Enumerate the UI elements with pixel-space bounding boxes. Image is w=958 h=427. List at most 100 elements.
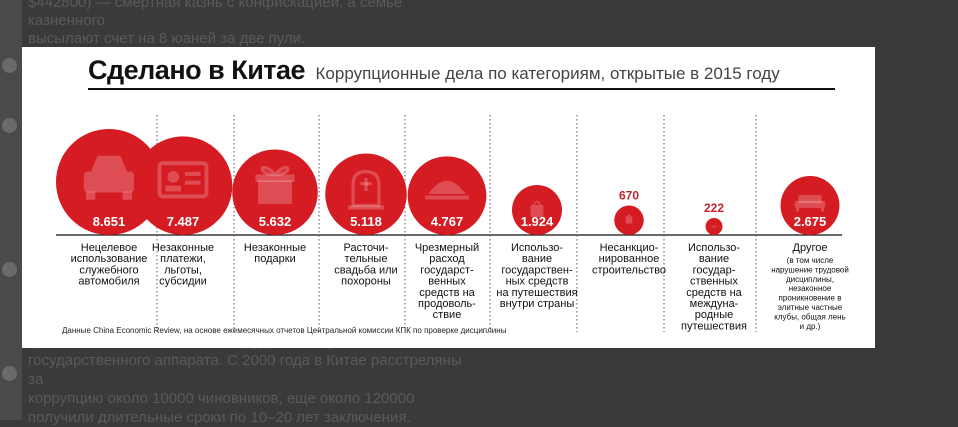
bag-icon <box>530 200 544 217</box>
category-label-line: продоволь- <box>418 298 476 310</box>
category-label: Чрезмерный расход государст-венных средств … <box>415 242 479 321</box>
category-label-line: использование <box>71 253 148 265</box>
icon-shape <box>624 214 634 218</box>
category-label-line: внутри страны <box>500 298 575 310</box>
article-line: высылают счет на 8 юаней за две пули. <box>28 30 306 47</box>
value-label: 4.767 <box>431 214 464 229</box>
icon-shape <box>360 182 372 186</box>
category-group: 7.487 Незаконные платежи, льготы, субсидии <box>133 136 233 288</box>
sofa-icon <box>794 194 826 212</box>
category-label-line: подарки <box>254 253 295 265</box>
category-label: Нецелевое использование служебного автомоби… <box>71 242 148 288</box>
category-label-line: нированное <box>599 253 660 265</box>
gift-icon <box>255 165 295 205</box>
category-sublabel-line: элитные частные <box>778 303 843 312</box>
icon-shape <box>795 207 799 212</box>
category-label-line: на путешествия <box>496 287 577 299</box>
category-label: Использо-вание государствен-ных средств на… <box>496 242 577 310</box>
category-label-line: междуна- <box>690 298 739 310</box>
category-label-line: Использо- <box>511 242 563 254</box>
category-sublabel: (в том числе нарушение трудовой дисциплины… <box>771 256 849 331</box>
category-sublabel-line: незаконное <box>789 284 832 293</box>
right-background <box>874 0 958 420</box>
category-label-line: Незаконные <box>152 242 214 254</box>
icon-shape <box>821 207 825 212</box>
category-sublabel-line: клубы, общая лень <box>774 312 845 321</box>
icon-shape <box>184 180 201 185</box>
value-label: 7.487 <box>167 214 200 229</box>
icon-shape <box>794 200 826 208</box>
category-circle <box>133 136 233 235</box>
category-group: 222 Использо-вание государ-ственных средств… <box>681 201 747 332</box>
category-circle <box>407 156 487 235</box>
icon-shape <box>165 185 182 192</box>
category-label-line: Несанкцио- <box>600 242 659 254</box>
icon-shape <box>625 217 633 224</box>
sidebar-icon[interactable] <box>2 262 17 277</box>
left-sidebar <box>0 0 22 420</box>
value-label: 5.632 <box>259 214 292 229</box>
category-circle <box>705 218 723 236</box>
plane-icon <box>711 224 717 229</box>
bubble-chart: 8.651 Нецелевое использование служебного авт… <box>56 115 849 332</box>
sidebar-icon[interactable] <box>2 366 17 381</box>
icon-shape <box>122 191 133 200</box>
car-icon <box>83 155 135 200</box>
icon-shape <box>530 205 544 217</box>
category-label: Незаконные подарки <box>244 242 306 265</box>
food-icon <box>425 180 469 200</box>
infographic-subtitle: Коррупционные дела по категориям, открыт… <box>315 64 780 83</box>
category-label: Несанкцио-нированное строительство <box>592 242 666 276</box>
category-label-line: Нецелевое <box>81 242 137 254</box>
category-label-line: средств на <box>419 287 475 299</box>
icon-shape <box>364 178 368 191</box>
category-circle <box>512 185 562 235</box>
category-label: Расточи-тельные свадьба или похороны <box>334 242 397 288</box>
icon-shape <box>711 224 717 229</box>
category-label-line: ствие <box>433 309 462 321</box>
category-label: Использо-вание государ-ственных средств на… <box>681 242 747 332</box>
category-circle <box>56 129 162 235</box>
icon-shape <box>83 171 135 193</box>
category-label-line: строительство <box>592 264 666 276</box>
value-label: 1.924 <box>521 214 554 229</box>
category-label-line: свадьба или <box>334 264 397 276</box>
category-group: 8.651 Нецелевое использование служебного авт… <box>56 129 162 288</box>
category-label-line: государ- <box>693 264 736 276</box>
article-line: государственного аппарата. С 2000 года в… <box>28 352 462 388</box>
infographic-header: Сделано в Китае Коррупционные дела по ка… <box>88 55 780 86</box>
category-group: 670 Несанкцио-нированное строительство <box>592 189 666 277</box>
category-label-line: вание <box>699 253 729 265</box>
icon-shape <box>532 200 542 206</box>
icon-shape <box>85 191 96 200</box>
category-label: Незаконные платежи, льготы, субсидии <box>152 242 214 288</box>
category-circle <box>780 176 840 235</box>
category-label-line: Незаконные <box>244 242 306 254</box>
infographic: Сделано в Китае Коррупционные дела по ка… <box>22 47 875 348</box>
category-label-line: платежи, <box>160 253 206 265</box>
category-label-line: субсидии <box>159 276 207 288</box>
category-sublabel-line: и др.) <box>800 322 821 331</box>
sidebar-icon[interactable] <box>2 58 17 73</box>
category-circle <box>232 149 318 235</box>
category-label-line: тельные <box>345 253 388 265</box>
category-sublabel-line: проникновение в <box>779 294 842 303</box>
category-group: 2.675 Другое (в том числе нарушение трудово… <box>771 176 849 331</box>
category-label-line: похороны <box>341 276 391 288</box>
category-group: 1.924 Использо-вание государствен-ных сред… <box>496 185 578 310</box>
value-label: 222 <box>704 201 724 215</box>
title-rule <box>88 88 835 90</box>
category-group: 5.118 Расточи-тельные свадьба или похороны <box>325 153 407 288</box>
category-sublabel-line: дисциплины, <box>786 275 834 284</box>
article-text-top: $442800) — смертная казнь с конфискацией… <box>28 0 458 48</box>
category-label-line: автомобиля <box>78 276 139 288</box>
category-circle <box>325 153 407 235</box>
sidebar-icon[interactable] <box>2 118 17 133</box>
category-label-line: льготы, <box>164 264 202 276</box>
icon-shape <box>184 171 201 176</box>
icon-shape <box>428 180 466 195</box>
category-label-line: Использо- <box>688 242 740 254</box>
category-label-line: государствен- <box>501 264 573 276</box>
source-note: Данные China Economic Review, на основе … <box>62 326 507 335</box>
icon-shape <box>167 170 180 183</box>
